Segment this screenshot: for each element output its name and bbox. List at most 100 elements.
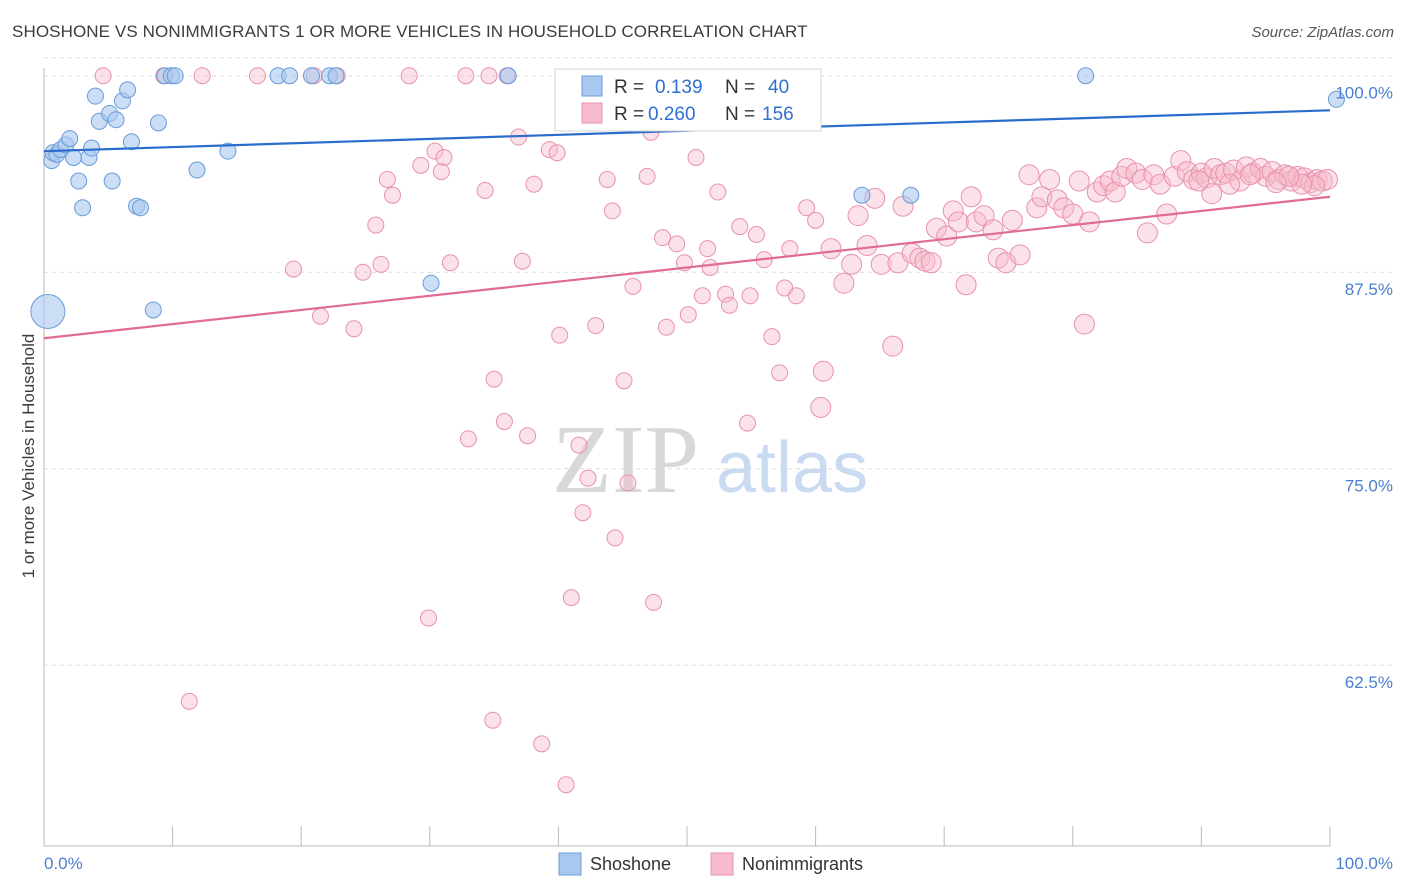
nonimmigrants-point bbox=[1239, 164, 1261, 186]
nonimmigrants-point bbox=[787, 287, 805, 305]
nonimmigrants-point bbox=[1300, 172, 1322, 194]
x-tick-label-max: 100.0% bbox=[1335, 854, 1393, 873]
nonimmigrants-point bbox=[476, 181, 494, 199]
nonimmigrants-point bbox=[920, 252, 942, 274]
nonimmigrants-point bbox=[847, 205, 869, 227]
nonimmigrants-point bbox=[1278, 165, 1300, 187]
nonimmigrants-point bbox=[1073, 313, 1095, 335]
nonimmigrants-points bbox=[94, 67, 1338, 794]
nonimmigrants-point bbox=[1201, 183, 1223, 205]
nonimmigrants-point bbox=[720, 296, 738, 314]
nonimmigrants-point bbox=[810, 396, 832, 418]
nonimmigrants-point bbox=[1031, 186, 1053, 208]
nonimmigrants-point bbox=[833, 272, 855, 294]
nonimmigrants-point bbox=[812, 360, 834, 382]
nonimmigrants-point bbox=[798, 199, 816, 217]
nonimmigrants-point bbox=[668, 235, 686, 253]
nonimmigrants-point bbox=[1203, 157, 1225, 179]
nonimmigrants-point bbox=[1111, 165, 1133, 187]
x-axis-ticks bbox=[43, 826, 1331, 846]
shoshone-point bbox=[65, 148, 83, 166]
nonimmigrants-point bbox=[925, 217, 947, 239]
nonimmigrants-point bbox=[955, 274, 977, 296]
nonimmigrants-point bbox=[942, 200, 964, 222]
nonimmigrants-r-value: 0.260 bbox=[648, 104, 696, 125]
nonimmigrants-point bbox=[495, 413, 513, 431]
y-tick-label: 62.5% bbox=[1345, 673, 1393, 692]
nonimmigrants-point bbox=[654, 229, 672, 247]
legend-nonimmigrants-label: Nonimmigrants bbox=[742, 854, 863, 874]
nonimmigrants-point bbox=[717, 285, 735, 303]
nonimmigrants-point bbox=[615, 372, 633, 390]
nonimmigrants-point bbox=[412, 156, 430, 174]
nonimmigrants-n-label: N = bbox=[725, 104, 755, 125]
nonimmigrants-point bbox=[420, 609, 438, 627]
nonimmigrants-point bbox=[960, 186, 982, 208]
nonimmigrants-point bbox=[311, 307, 329, 325]
nonimmigrants-point bbox=[870, 253, 892, 275]
nonimmigrants-point bbox=[807, 211, 825, 229]
nonimmigrants-point bbox=[485, 370, 503, 388]
nonimmigrants-legend-swatch bbox=[581, 102, 603, 124]
nonimmigrants-point bbox=[557, 776, 575, 794]
nonimmigrants-point bbox=[741, 287, 759, 305]
nonimmigrants-point bbox=[574, 504, 592, 522]
nonimmigrants-trend-line bbox=[43, 195, 1331, 340]
nonimmigrants-point bbox=[1265, 172, 1287, 194]
nonimmigrants-point bbox=[820, 238, 842, 260]
nonimmigrants-point bbox=[603, 202, 621, 220]
watermark-zip: ZIP bbox=[552, 406, 699, 514]
shoshone-r-value: 0.139 bbox=[655, 77, 703, 98]
shoshone-legend-swatch bbox=[581, 75, 603, 97]
shoshone-point bbox=[1077, 67, 1095, 85]
shoshone-point bbox=[61, 130, 79, 148]
nonimmigrants-point bbox=[378, 170, 396, 188]
nonimmigrants-point bbox=[1170, 150, 1192, 172]
nonimmigrants-point bbox=[936, 225, 958, 247]
nonimmigrants-point bbox=[1188, 170, 1210, 192]
y-tick-label: 75.0% bbox=[1345, 477, 1393, 496]
nonimmigrants-point bbox=[638, 167, 656, 185]
nonimmigrants-point bbox=[372, 255, 390, 273]
y-tick-label: 100.0% bbox=[1335, 84, 1393, 103]
nonimmigrants-point bbox=[400, 67, 418, 85]
nonimmigrants-point bbox=[587, 317, 605, 335]
nonimmigrants-point bbox=[709, 183, 727, 201]
shoshone-point bbox=[853, 186, 871, 204]
nonimmigrants-point bbox=[441, 254, 459, 272]
nonimmigrants-point bbox=[947, 211, 969, 233]
nonimmigrants-point bbox=[679, 306, 697, 324]
shoshone-point bbox=[219, 142, 237, 160]
shoshone-point bbox=[83, 139, 101, 157]
nonimmigrants-r-label: R = bbox=[614, 104, 644, 125]
nonimmigrants-point bbox=[781, 240, 799, 258]
nonimmigrants-point bbox=[562, 589, 580, 607]
nonimmigrants-point bbox=[693, 287, 711, 305]
shoshone-point bbox=[302, 67, 320, 85]
nonimmigrants-point bbox=[484, 711, 502, 729]
y-axis-label: 1 or more Vehicles in Household bbox=[19, 334, 38, 579]
y-tick-labels: 100.0% 87.5% 75.0% 62.5% bbox=[1335, 84, 1393, 692]
shoshone-point bbox=[107, 111, 125, 129]
nonimmigrants-point bbox=[776, 279, 794, 297]
x-tick-label-min: 0.0% bbox=[44, 854, 83, 873]
nonimmigrants-point bbox=[747, 225, 765, 243]
nonimmigrants-point bbox=[248, 67, 266, 85]
shoshone-point bbox=[188, 161, 206, 179]
nonimmigrants-point bbox=[94, 67, 112, 85]
legend-nonimmigrants-swatch bbox=[710, 852, 734, 876]
nonimmigrants-point bbox=[1099, 170, 1121, 192]
nonimmigrants-point bbox=[731, 218, 749, 236]
nonimmigrants-point bbox=[1068, 170, 1090, 192]
nonimmigrants-point bbox=[354, 263, 372, 281]
nonimmigrants-point bbox=[180, 692, 198, 710]
nonimmigrants-point bbox=[1291, 173, 1313, 195]
nonimmigrants-n-value: 156 bbox=[762, 104, 794, 125]
nonimmigrants-point bbox=[1104, 181, 1126, 203]
nonimmigrants-point bbox=[459, 430, 477, 448]
nonimmigrants-point bbox=[284, 260, 302, 278]
nonimmigrants-point bbox=[570, 436, 588, 454]
nonimmigrants-point bbox=[624, 277, 642, 295]
nonimmigrants-point bbox=[738, 414, 756, 432]
nonimmigrants-point bbox=[598, 170, 616, 188]
